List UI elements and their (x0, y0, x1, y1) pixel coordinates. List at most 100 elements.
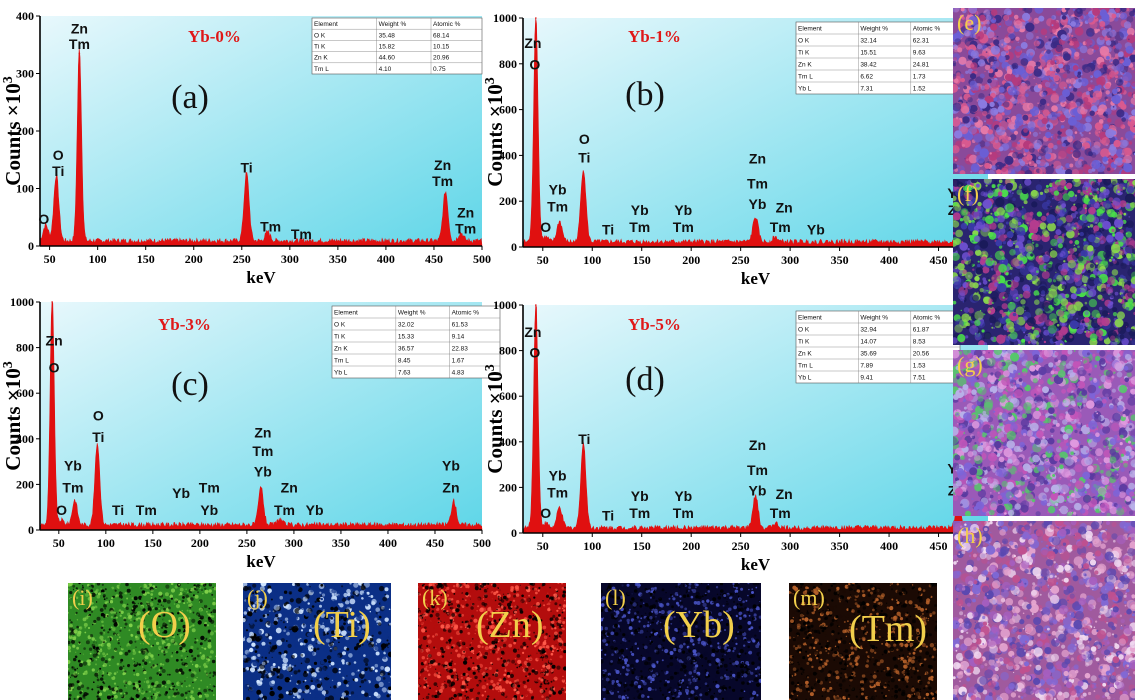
map-particle (974, 442, 977, 445)
table-cell: Tm L (334, 358, 349, 365)
side-map-g: (g) (953, 350, 1135, 516)
map-particle (1122, 159, 1126, 163)
map-particle (1116, 106, 1119, 108)
map-particle (1067, 408, 1076, 416)
map-particle (1018, 628, 1022, 633)
map-particle (982, 689, 988, 695)
map-particle (1019, 698, 1021, 700)
map-particle (991, 166, 996, 170)
peak-label: Tm (673, 219, 694, 235)
peak-label: Tm (62, 479, 83, 495)
map-particle (953, 170, 955, 172)
map-particle (1040, 407, 1043, 410)
x-tick-label: 50 (537, 539, 549, 553)
eds-chart-c: 50 100 150 200 250 300 350 400 450 50002004006008… (1, 295, 501, 571)
map-particle (1103, 198, 1106, 201)
map-particle (1021, 206, 1024, 209)
map-particle (1063, 400, 1070, 407)
peak-label: Yb (254, 463, 272, 479)
map-particle (1041, 92, 1047, 97)
map-particle (1119, 334, 1125, 340)
map-particle (1015, 45, 1022, 53)
map-particle (1023, 128, 1028, 133)
map-particle (958, 423, 966, 432)
map-particle (985, 184, 988, 187)
map-particle (1080, 508, 1086, 514)
map-particle (1111, 243, 1121, 254)
map-particle (1033, 40, 1040, 47)
map-particle (1108, 27, 1112, 31)
map-particle (1094, 414, 1102, 423)
map-particle (977, 263, 981, 268)
map-particle (1083, 163, 1089, 170)
map-particle (1007, 301, 1016, 311)
map-particle (1092, 190, 1098, 196)
map-particle (1051, 434, 1054, 437)
y-tick-label: 400 (499, 435, 517, 449)
table-cell: Yb L (798, 375, 812, 382)
map-particle (1001, 143, 1010, 151)
map-particle (1055, 10, 1062, 16)
peak-point (544, 241, 547, 244)
table-header-cell: Weight % (860, 26, 888, 33)
map-particle (997, 278, 1000, 282)
map-particle (993, 350, 1003, 355)
x-axis-title: keV (741, 555, 771, 574)
peak-point (535, 304, 537, 306)
map-particle (999, 309, 1004, 314)
map-particle (1020, 42, 1028, 49)
map-particle (1103, 456, 1111, 464)
map-particle (986, 289, 988, 292)
map-particle (1029, 422, 1039, 432)
peak-point (51, 301, 54, 303)
map-particle (1065, 442, 1070, 446)
table-cell: 9.63 (913, 50, 926, 57)
map-particle (996, 148, 1000, 153)
map-particle (1029, 52, 1034, 56)
map-particle (1013, 46, 1016, 49)
map-particle (1047, 437, 1055, 445)
map-particle (1079, 697, 1086, 700)
map-particle (1107, 567, 1117, 578)
map-particle (988, 182, 991, 184)
map-particle (959, 635, 964, 640)
map-particle (1051, 478, 1057, 485)
map-particle (1108, 330, 1117, 339)
map-particle (1063, 247, 1066, 251)
map-particle (1114, 291, 1119, 296)
map-particle (1108, 60, 1112, 64)
map-particle (955, 318, 964, 328)
map-particle (1080, 501, 1082, 503)
peak-label: Zn (281, 479, 298, 495)
map-particle (987, 357, 996, 367)
map-particle (1043, 461, 1046, 464)
map-particle (973, 506, 979, 511)
map-particle (1062, 433, 1069, 440)
map-particle (1004, 457, 1008, 461)
map-particle (1005, 203, 1015, 213)
map-particle (1019, 252, 1025, 258)
map-particle (1015, 238, 1017, 241)
map-particle (982, 216, 987, 221)
map-particle (1089, 198, 1095, 205)
map-particle (1078, 324, 1084, 330)
map-particle (1033, 290, 1040, 297)
map-particle (1017, 221, 1022, 226)
map-particle (1105, 470, 1113, 477)
map-particle (977, 489, 987, 498)
map-particle (1032, 454, 1040, 463)
map-particle (1105, 40, 1112, 46)
map-particle (972, 435, 975, 439)
map-particle (1088, 288, 1097, 297)
map-particle (1088, 298, 1098, 308)
eds-chart-b: 5010015020025030035040045050002004006008… (483, 11, 997, 288)
map-particle (998, 86, 1005, 93)
map-particle (1056, 439, 1061, 444)
map-particle (1110, 471, 1112, 473)
map-particle (953, 281, 962, 290)
map-particle (1064, 275, 1070, 281)
map-particle (1093, 225, 1100, 232)
map-particle (1072, 87, 1078, 92)
map-particle (1039, 180, 1041, 182)
map-particle (990, 107, 999, 116)
